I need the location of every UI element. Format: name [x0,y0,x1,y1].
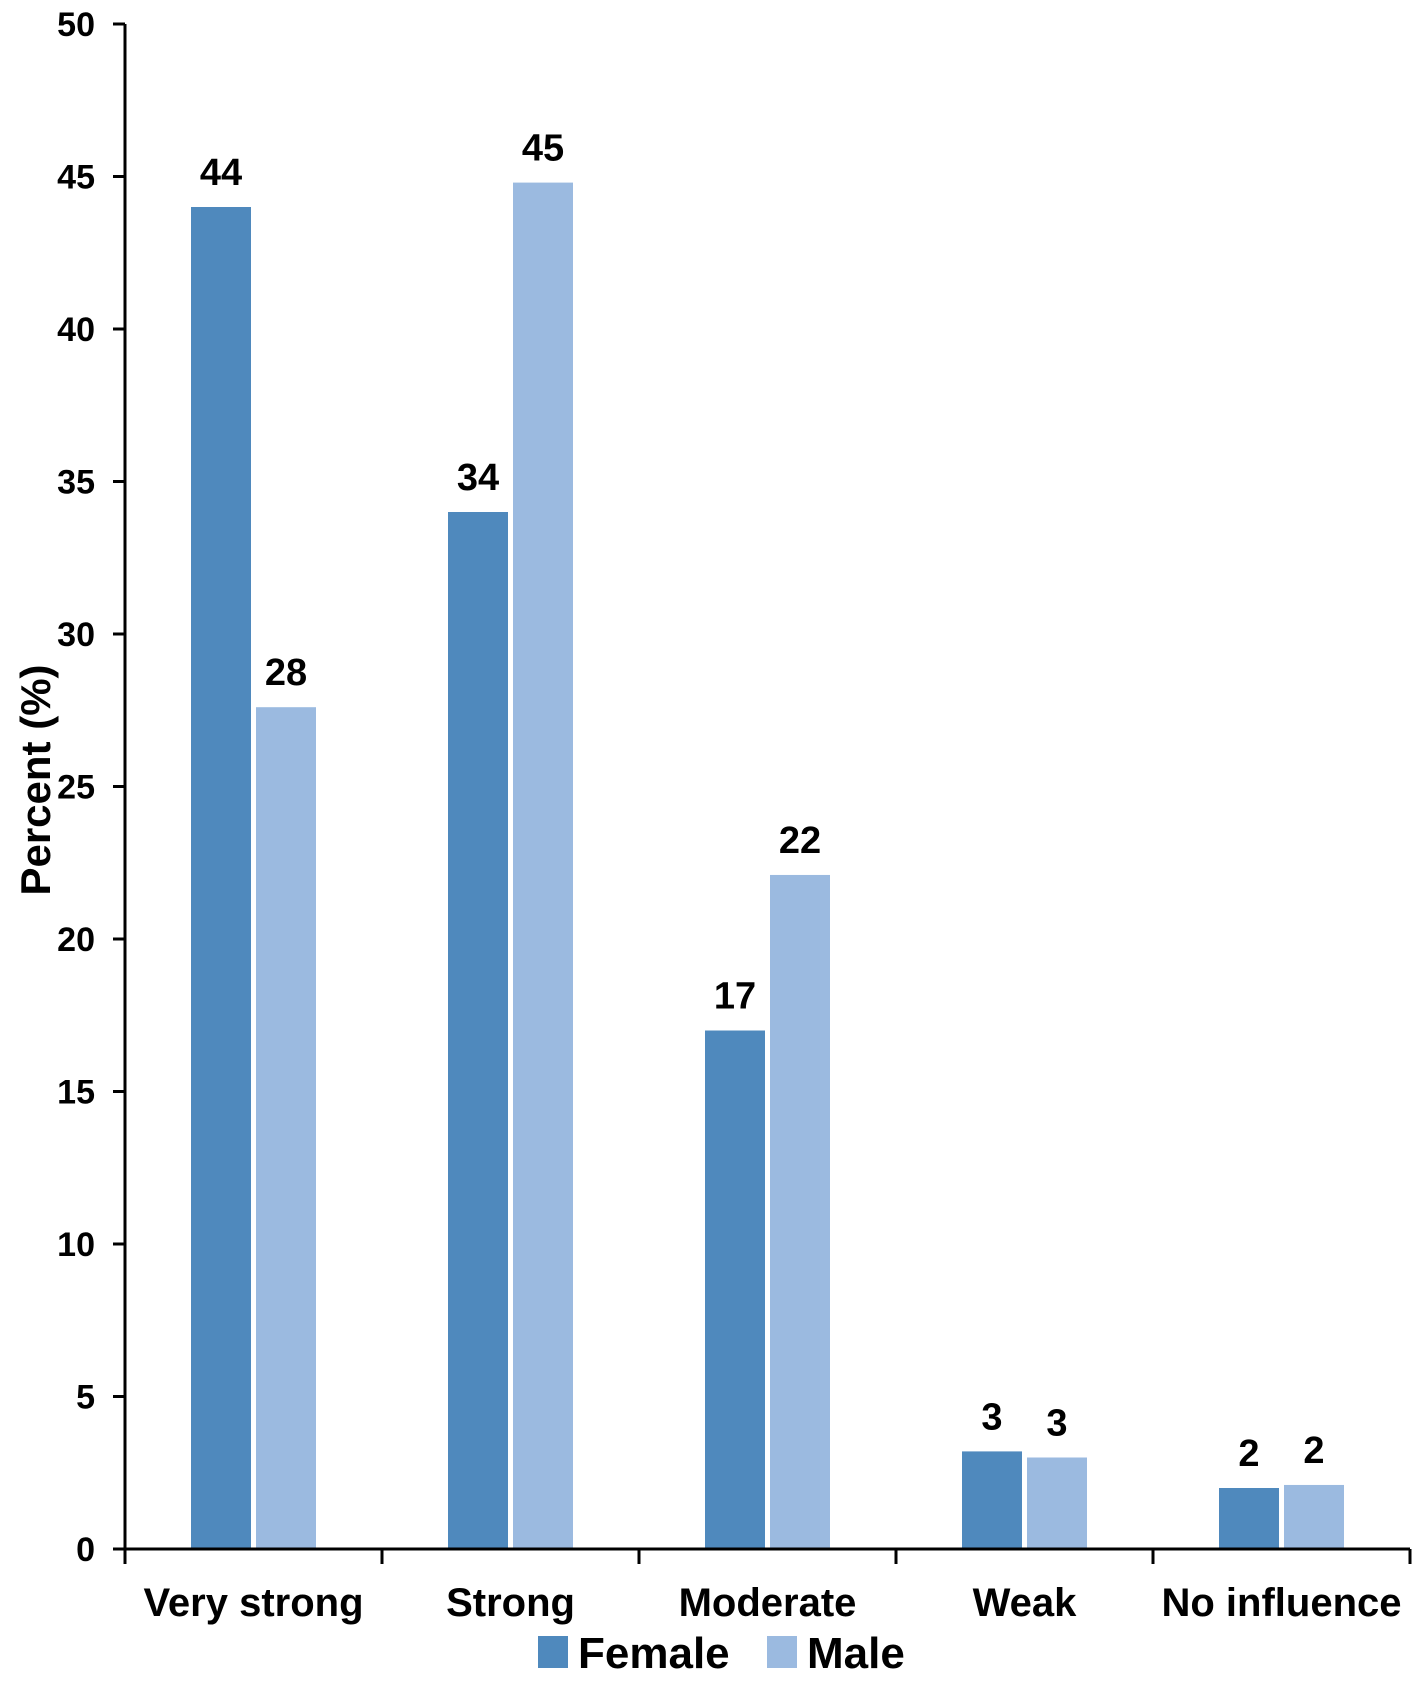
x-tick-label-very-strong: Very strong [143,1581,363,1625]
bar-male-moderate [770,874,830,1549]
legend-label-female: Female [578,1629,730,1678]
bars-group [191,182,1344,1550]
legend-swatch-female [538,1636,568,1668]
axes-group [123,24,1410,1551]
bar-male-strong [513,182,573,1550]
y-tick-label: 20 [57,921,95,959]
legend-swatch-male [767,1636,797,1668]
x-ticks-group: Very strong Strong Moderate Weak No influenc… [123,1549,1412,1625]
bar-female-weak [962,1451,1022,1549]
y-tick-label: 35 [57,464,95,502]
bar-female-strong [448,512,508,1549]
data-label-female-very-strong: 44 [200,152,242,194]
data-label-male-weak: 3 [1046,1403,1067,1445]
data-label-female-moderate: 17 [714,976,756,1018]
y-tick-label: 50 [57,6,95,44]
x-tick-label-strong: Strong [446,1581,575,1625]
y-tick-label: 10 [57,1226,95,1264]
y-axis-title: Percent (%) [12,664,59,895]
y-tick-label: 40 [57,311,95,349]
data-label-female-no-influence: 2 [1238,1433,1259,1475]
bar-male-no-influence [1284,1484,1344,1549]
y-tick-label: 30 [57,616,95,654]
data-label-male-no-influence: 2 [1303,1430,1324,1472]
y-tick-label: 25 [57,769,95,807]
x-tick-label-no-influence: No influence [1161,1581,1401,1625]
data-label-male-strong: 45 [522,128,564,170]
y-tick-label: 5 [76,1379,95,1417]
data-label-female-strong: 34 [457,457,499,499]
data-label-female-weak: 3 [981,1396,1002,1438]
x-tick-label-moderate: Moderate [679,1581,857,1625]
bar-female-moderate [705,1030,765,1549]
y-tick-label: 0 [76,1531,95,1569]
legend-label-male: Male [807,1629,905,1678]
x-tick-label-weak: Weak [973,1581,1078,1625]
bar-male-weak [1027,1457,1087,1549]
bar-male-very-strong [256,707,316,1549]
data-label-male-moderate: 22 [779,820,821,862]
legend: Female Male [538,1629,905,1678]
data-label-male-very-strong: 28 [265,652,307,694]
bar-female-very-strong [191,207,251,1549]
y-tick-label: 15 [57,1074,95,1112]
y-ticks-group: 0 5 10 15 20 25 30 35 40 45 50 [57,6,125,1569]
y-tick-label: 45 [57,159,95,197]
bar-female-no-influence [1219,1488,1279,1549]
